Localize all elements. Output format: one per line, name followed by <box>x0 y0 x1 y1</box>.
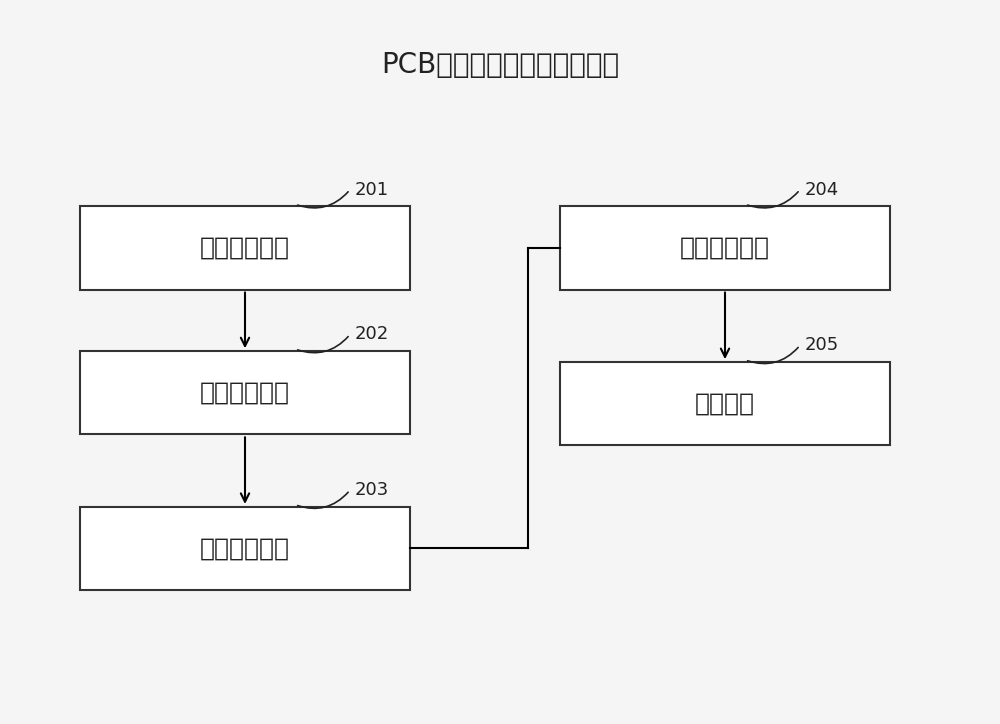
Bar <box>560 362 890 445</box>
Text: 202: 202 <box>355 326 389 343</box>
Text: PCB加投率计算模型构建装置: PCB加投率计算模型构建装置 <box>381 51 619 79</box>
Bar <box>560 206 890 290</box>
Text: 201: 201 <box>355 181 389 198</box>
Text: 数据整理单元: 数据整理单元 <box>200 381 290 405</box>
Bar <box>80 206 410 290</box>
Text: 203: 203 <box>355 481 389 499</box>
Text: 205: 205 <box>805 337 839 354</box>
Text: 数据提取单元: 数据提取单元 <box>200 236 290 260</box>
Bar <box>80 507 410 590</box>
Text: 204: 204 <box>805 181 839 198</box>
Text: 基本分析单元: 基本分析单元 <box>200 536 290 560</box>
Text: 回归分析单元: 回归分析单元 <box>680 236 770 260</box>
Text: 创建单元: 创建单元 <box>695 392 755 416</box>
Bar <box>80 351 410 434</box>
